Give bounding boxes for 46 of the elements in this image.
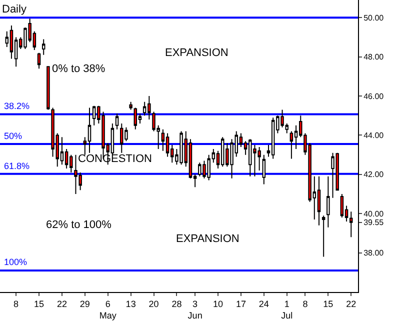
candlestick [322,215,326,258]
annotation: EXPANSION [165,47,228,59]
annotation: 61.8% [4,161,30,171]
candlestick [317,176,321,226]
x-tick-label: 22 [346,298,356,309]
x-tick-label: 13 [126,298,136,309]
annotation: EXPANSION [176,233,240,245]
x-tick-label: 8 [14,298,19,309]
chart-title: Daily [2,4,27,16]
x-tick-label: 28 [172,298,182,309]
y-tick-label: 42.00 [364,170,384,180]
x-tick-label: 6 May [99,298,117,320]
candlestick [60,136,64,166]
annotation: 62% to 100% [46,219,112,231]
candlestick [88,107,92,154]
annotation: 100% [4,257,28,267]
x-tick-label: 8 [302,298,308,309]
candlestick [37,52,41,70]
x-tick-label: 15 [34,298,44,309]
candlestick [349,211,353,238]
x-tick-label: 22 [56,298,67,309]
y-tick-label: 50.00 [364,13,384,22]
candlestick [326,176,330,228]
candlestick [262,154,266,185]
annotation: 38.2% [4,101,30,111]
y-tick-label: 39.55 [364,218,384,228]
annotation: 50% [4,131,22,141]
candlestick [115,113,119,130]
x-tick-label: 29 [80,298,90,309]
annotation: 0% to 38% [52,63,106,75]
y-tick-label: 38.00 [364,248,384,258]
x-tick-label: 20 [148,298,159,309]
candlestick [134,107,138,130]
y-tick-label: 44.00 [364,131,384,140]
y-tick-label: 40.00 [364,209,384,218]
x-tick-label: 10 [213,298,224,309]
candlestick [42,38,46,56]
x-tick-label: 24 [258,298,269,309]
y-tick-label: 46.00 [364,92,384,101]
x-tick-label: 1 Jul [281,298,293,320]
candlestick [129,101,132,110]
candlestick [340,194,344,218]
y-tick-label: 48.00 [364,52,384,62]
x-tick-label: 15 [323,298,334,309]
x-tick-label: 3 Jun [188,298,202,320]
x-tick-label: 17 [236,298,246,309]
